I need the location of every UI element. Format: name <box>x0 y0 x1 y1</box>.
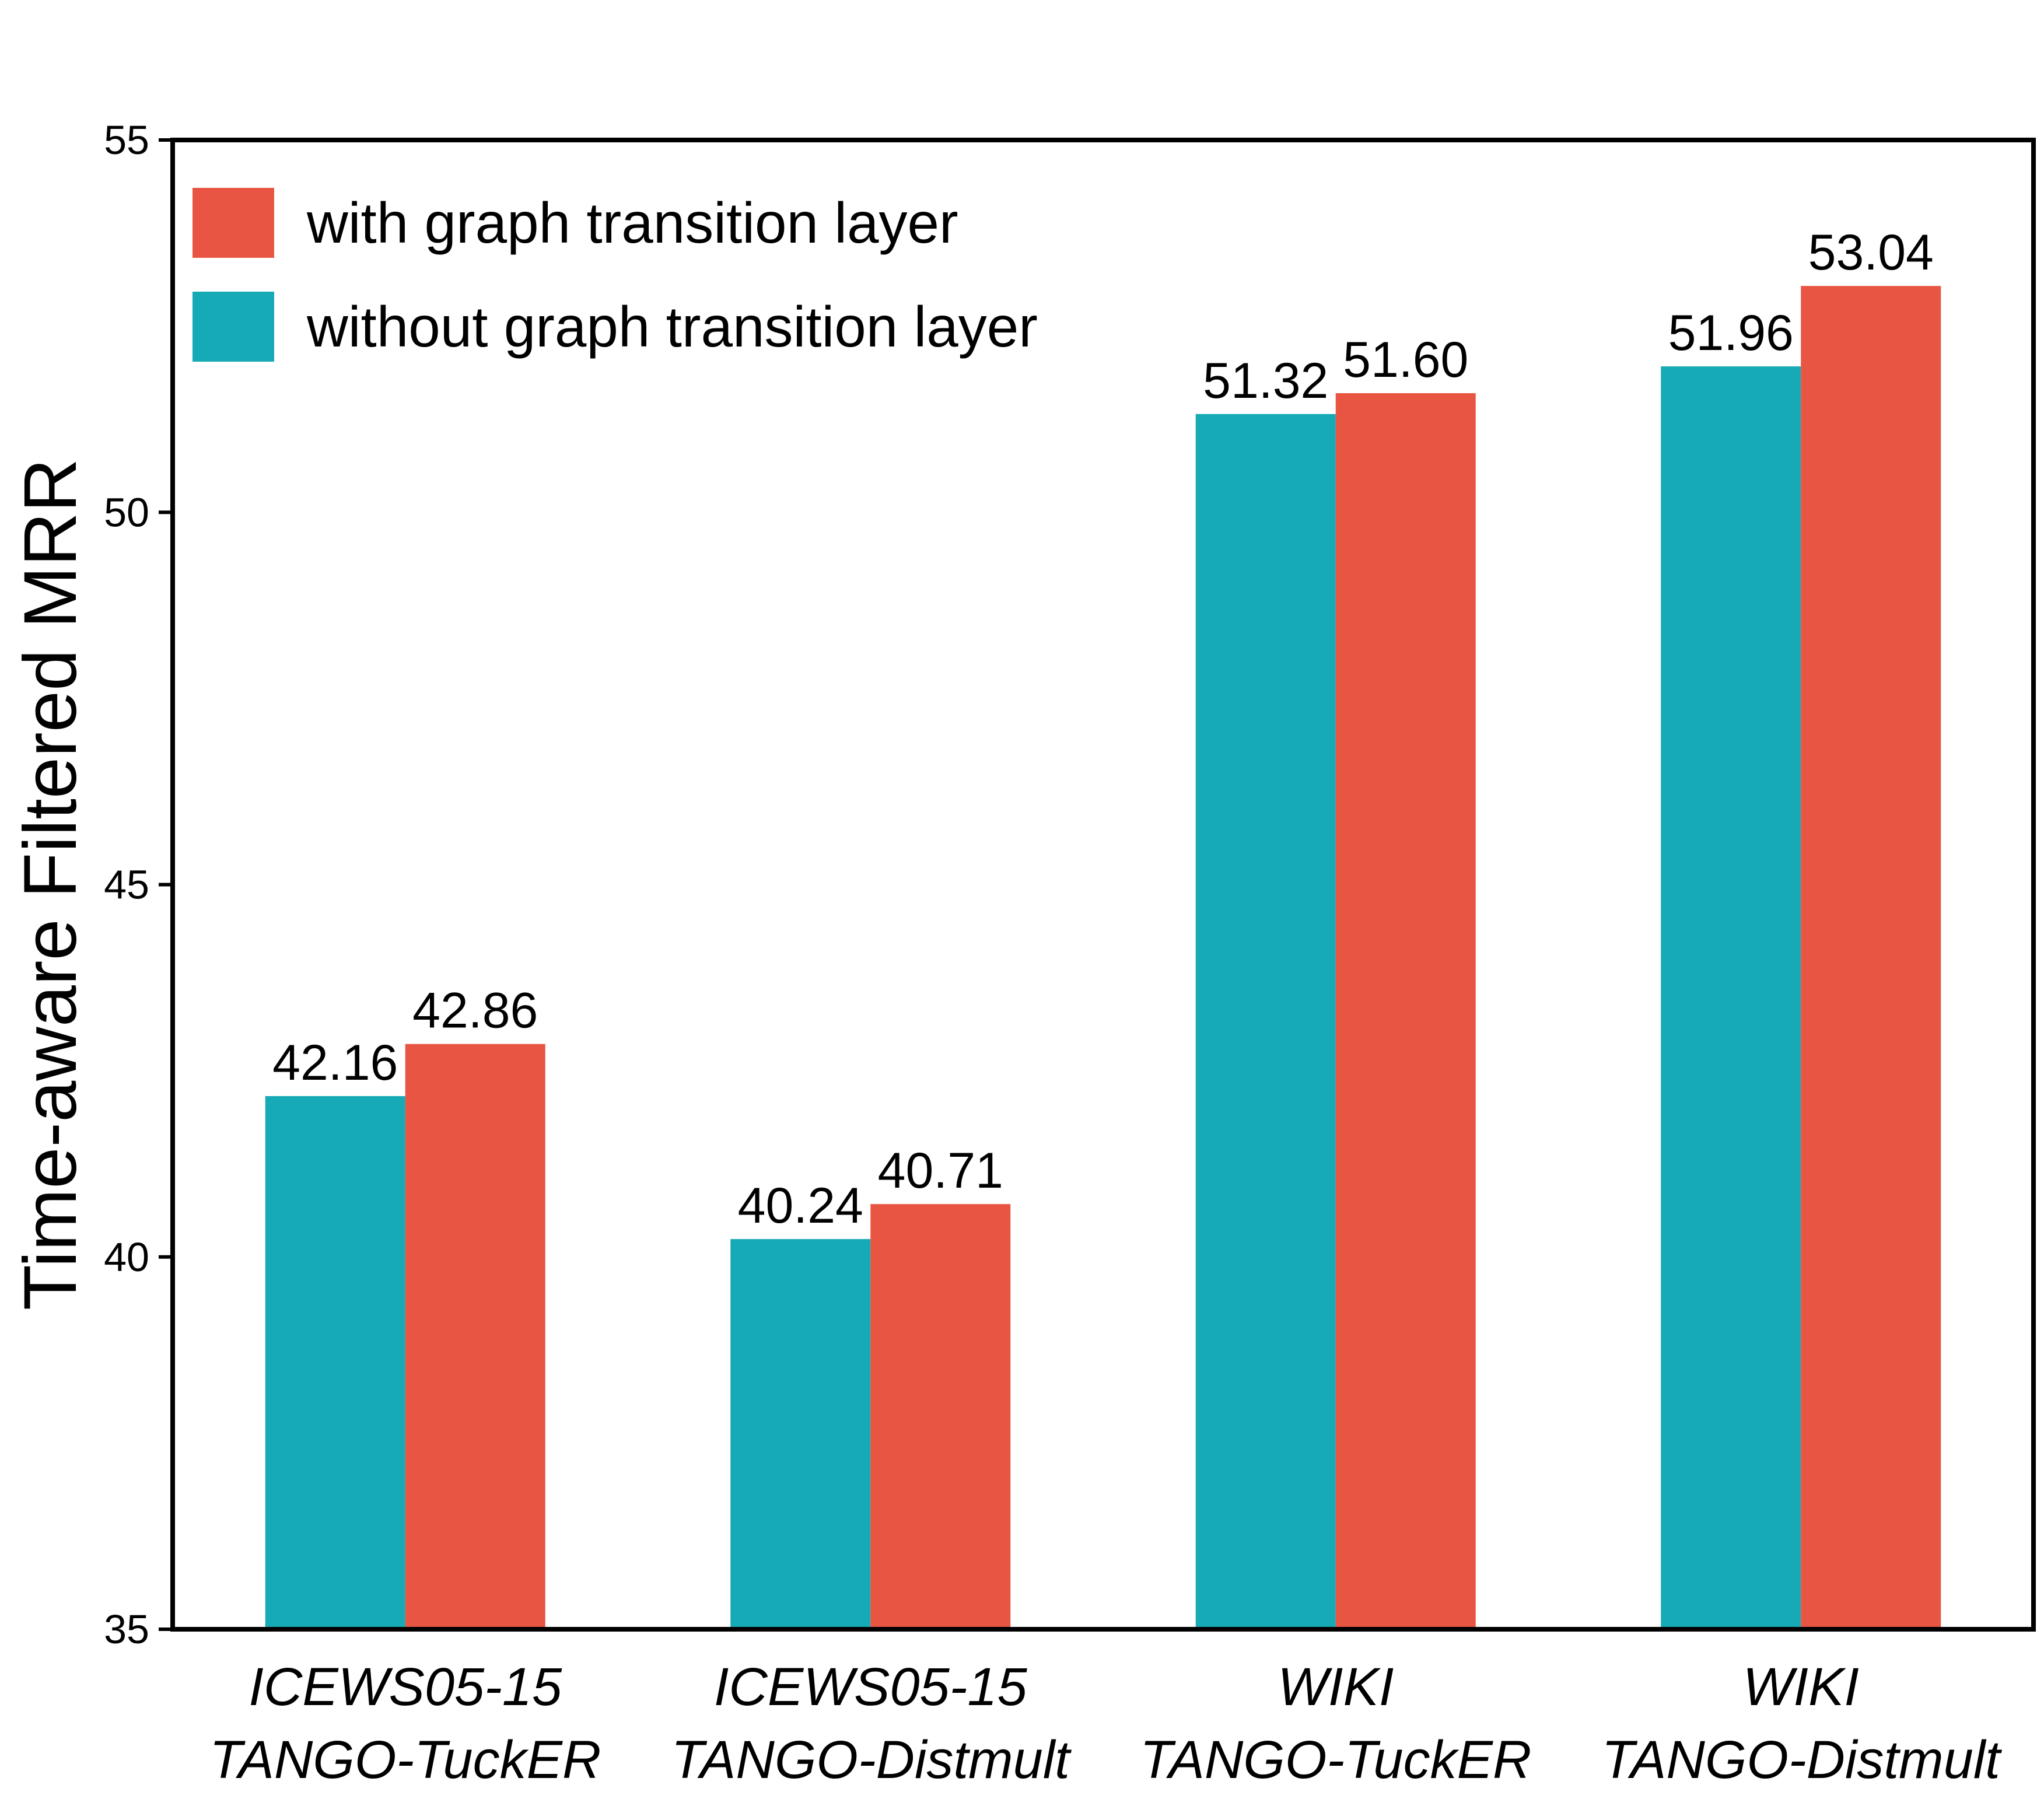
bar-with-layer-3 <box>1335 393 1476 1629</box>
x-tick-label-4-line-2: TANGO-Distmult <box>1602 1730 2003 1790</box>
y-tick-label-35: 35 <box>104 1606 149 1652</box>
value-label-without-layer-4: 51.96 <box>1668 305 1794 361</box>
x-axis-categories: ICEWS05-15 TANGO-TuckER ICEWS05-15 TANGO-Di… <box>209 1657 2002 1790</box>
x-tick-label-4-line-1: WIKI <box>1743 1657 1859 1717</box>
x-tick-label-1-line-1: ICEWS05-15 <box>249 1657 562 1717</box>
legend-label-without-layer: without graph transition layer <box>306 295 1038 359</box>
y-axis-ticks: 35 40 45 50 55 <box>104 117 173 1652</box>
value-label-without-layer-3: 51.32 <box>1203 353 1328 409</box>
value-label-with-layer-4: 53.04 <box>1808 225 1934 281</box>
x-tick-label-2-line-1: ICEWS05-15 <box>714 1657 1028 1717</box>
x-tick-label-3-line-1: WIKI <box>1278 1657 1394 1717</box>
x-tick-label-2-line-2: TANGO-Distmult <box>671 1730 1072 1790</box>
value-label-with-layer-1: 42.86 <box>412 983 538 1039</box>
legend-swatch-without-layer <box>192 292 274 362</box>
bar-without-layer-3 <box>1195 414 1336 1630</box>
legend: with graph transition layer without graph… <box>192 188 1038 362</box>
bars-layer <box>265 286 1941 1630</box>
bar-with-layer-4 <box>1801 286 1941 1629</box>
legend-swatch-with-layer <box>192 188 274 258</box>
y-axis-title: Time-aware Filtered MRR <box>9 459 92 1310</box>
value-label-with-layer-3: 51.60 <box>1343 332 1468 388</box>
bar-without-layer-2 <box>730 1239 871 1629</box>
y-tick-label-55: 55 <box>104 117 149 163</box>
y-tick-label-45: 45 <box>104 862 149 908</box>
value-label-without-layer-1: 42.16 <box>272 1035 398 1091</box>
bar-without-layer-4 <box>1661 366 1801 1629</box>
x-tick-label-3-line-2: TANGO-TuckER <box>1140 1730 1531 1790</box>
bar-with-layer-2 <box>870 1204 1011 1629</box>
y-tick-label-50: 50 <box>104 489 149 535</box>
y-tick-label-40: 40 <box>104 1234 149 1280</box>
value-label-without-layer-2: 40.24 <box>738 1178 863 1234</box>
value-label-with-layer-2: 40.71 <box>878 1143 1003 1199</box>
bar-with-layer-1 <box>405 1044 545 1629</box>
x-tick-label-1-line-2: TANGO-TuckER <box>209 1730 601 1790</box>
bar-without-layer-1 <box>265 1096 405 1629</box>
legend-label-with-layer: with graph transition layer <box>306 191 958 255</box>
